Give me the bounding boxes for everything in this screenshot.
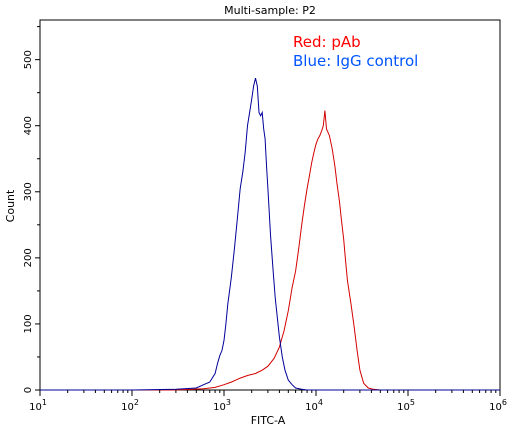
legend-entry-0: Red: pAb	[293, 33, 361, 51]
x-tick-label: 106	[489, 398, 507, 413]
legend-entry-1: Blue: IgG control	[293, 52, 418, 70]
plot-frame	[39, 19, 501, 391]
y-tick-label: 0	[23, 387, 34, 393]
x-tick-label: 105	[397, 398, 415, 413]
y-tick-label: 500	[23, 50, 34, 69]
x-axis-title: FITC-A	[251, 414, 286, 427]
y-tick-label: 200	[23, 248, 34, 267]
series-line-0	[40, 110, 500, 391]
y-tick-label: 300	[23, 182, 34, 201]
y-tick-label: 100	[23, 314, 34, 333]
x-tick-label: 104	[305, 398, 323, 413]
chart-title: Multi-sample: P2	[224, 4, 316, 17]
y-axis-ticks: 0 100 200 300 400 500	[23, 26, 40, 393]
y-tick-label: 400	[23, 116, 34, 135]
x-tick-label: 102	[121, 398, 139, 413]
x-tick-label: 103	[213, 398, 231, 413]
y-axis-title: Count	[4, 189, 17, 222]
series-line-1	[40, 77, 500, 391]
x-tick-label: 101	[29, 398, 47, 413]
x-axis-ticks: 101 102 103 104 105 106	[29, 390, 507, 413]
plot-area	[39, 19, 501, 391]
